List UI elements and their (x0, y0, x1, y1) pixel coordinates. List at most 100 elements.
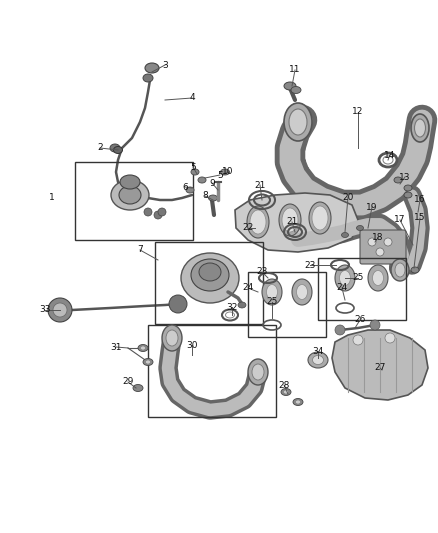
Ellipse shape (143, 359, 153, 366)
Text: 2: 2 (97, 143, 103, 152)
Text: 25: 25 (266, 297, 278, 306)
Ellipse shape (289, 109, 307, 135)
Ellipse shape (208, 195, 218, 201)
Ellipse shape (248, 359, 268, 385)
Text: 29: 29 (122, 377, 134, 386)
Text: 21: 21 (254, 181, 266, 190)
Circle shape (385, 333, 395, 343)
Ellipse shape (262, 279, 282, 305)
Ellipse shape (120, 175, 140, 189)
Ellipse shape (284, 82, 296, 90)
Circle shape (158, 208, 166, 216)
Circle shape (335, 325, 345, 335)
Text: 24: 24 (336, 284, 348, 293)
Text: 8: 8 (202, 191, 208, 200)
Ellipse shape (411, 114, 429, 142)
Ellipse shape (297, 285, 307, 300)
Text: 14: 14 (384, 150, 396, 159)
Ellipse shape (308, 352, 328, 368)
Polygon shape (332, 330, 428, 400)
Ellipse shape (368, 265, 388, 291)
Text: 28: 28 (278, 381, 290, 390)
Ellipse shape (145, 360, 151, 364)
Text: 21: 21 (286, 217, 298, 227)
Text: 1: 1 (49, 193, 55, 203)
Ellipse shape (339, 271, 350, 286)
Ellipse shape (143, 74, 153, 82)
FancyBboxPatch shape (360, 230, 406, 264)
Ellipse shape (145, 63, 159, 73)
Text: 9: 9 (209, 179, 215, 188)
Ellipse shape (414, 119, 425, 137)
Ellipse shape (252, 364, 264, 380)
Circle shape (368, 238, 376, 246)
Ellipse shape (199, 263, 221, 281)
Text: 26: 26 (354, 316, 366, 325)
Text: 30: 30 (186, 341, 198, 350)
Text: 13: 13 (399, 173, 411, 182)
Ellipse shape (250, 210, 266, 234)
Text: 11: 11 (289, 66, 301, 75)
Bar (148, 325, 276, 417)
Text: 18: 18 (372, 233, 384, 243)
Ellipse shape (238, 302, 246, 308)
Ellipse shape (141, 346, 145, 350)
Text: 10: 10 (222, 167, 234, 176)
Circle shape (144, 208, 152, 216)
Ellipse shape (111, 180, 149, 210)
Ellipse shape (411, 267, 419, 273)
Ellipse shape (391, 259, 409, 281)
Text: 5: 5 (217, 171, 223, 180)
Ellipse shape (110, 144, 120, 152)
Bar (248, 272, 326, 337)
Ellipse shape (335, 265, 355, 291)
Ellipse shape (296, 400, 300, 404)
Text: 27: 27 (374, 364, 386, 373)
Text: 7: 7 (137, 246, 143, 254)
Circle shape (384, 238, 392, 246)
Ellipse shape (266, 285, 278, 300)
Bar (155, 242, 263, 324)
Text: 4: 4 (189, 93, 195, 102)
Ellipse shape (282, 208, 298, 232)
Text: 22: 22 (242, 223, 254, 232)
Ellipse shape (138, 344, 148, 351)
Ellipse shape (133, 384, 143, 392)
Ellipse shape (186, 187, 194, 193)
Ellipse shape (394, 177, 402, 183)
Text: 32: 32 (226, 303, 238, 311)
Ellipse shape (119, 186, 141, 204)
Ellipse shape (404, 192, 412, 198)
Ellipse shape (312, 206, 328, 230)
Text: 17: 17 (394, 215, 406, 224)
Polygon shape (235, 193, 358, 252)
Ellipse shape (404, 185, 412, 191)
Ellipse shape (357, 225, 364, 230)
Ellipse shape (220, 169, 230, 175)
Ellipse shape (181, 253, 239, 303)
Ellipse shape (292, 279, 312, 305)
Circle shape (48, 298, 72, 322)
Ellipse shape (279, 204, 301, 236)
Ellipse shape (284, 103, 312, 141)
Ellipse shape (395, 263, 405, 277)
Ellipse shape (247, 206, 269, 238)
Text: 23: 23 (256, 268, 268, 277)
Ellipse shape (312, 356, 324, 365)
Text: 24: 24 (242, 284, 254, 293)
Circle shape (370, 320, 380, 330)
Ellipse shape (293, 399, 303, 406)
Ellipse shape (342, 232, 349, 238)
Text: 3: 3 (162, 61, 168, 69)
Text: 19: 19 (366, 203, 378, 212)
Circle shape (353, 335, 363, 345)
Text: 34: 34 (312, 348, 324, 357)
Ellipse shape (191, 259, 229, 291)
Text: 12: 12 (352, 108, 364, 117)
Circle shape (169, 295, 187, 313)
Ellipse shape (372, 271, 384, 286)
Text: 23: 23 (304, 261, 316, 270)
Ellipse shape (198, 177, 206, 183)
Text: 6: 6 (182, 182, 188, 191)
Circle shape (154, 211, 162, 219)
